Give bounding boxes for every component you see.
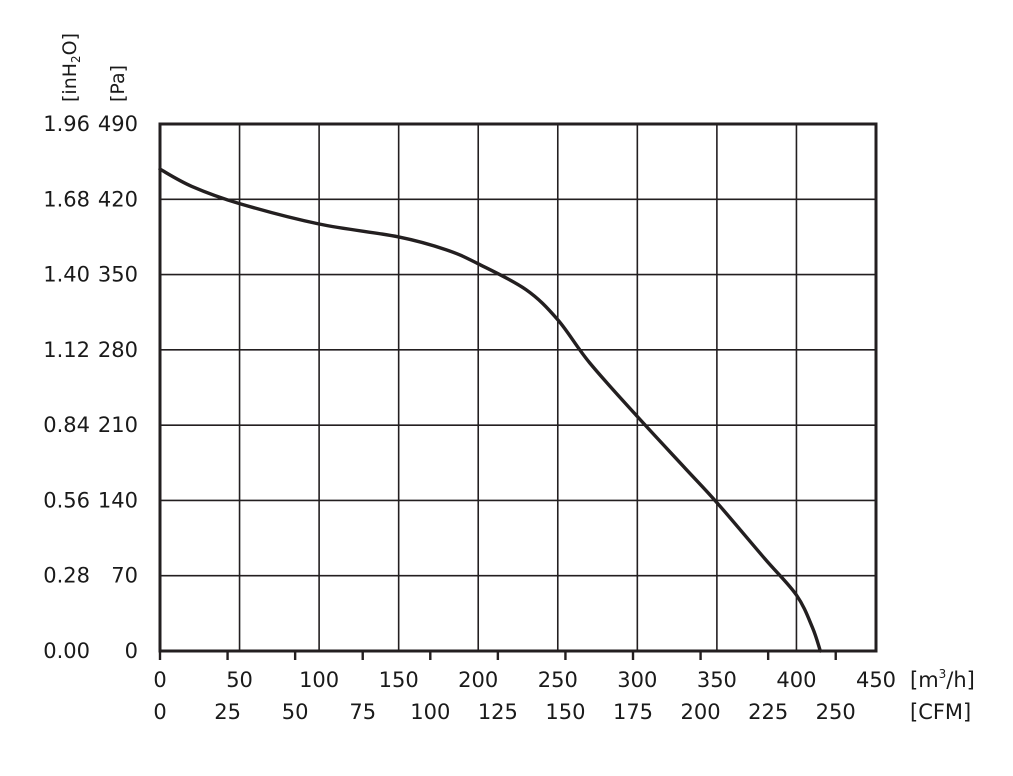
x-primary-tick-label: 200 <box>458 668 498 692</box>
x-primary-tick-label: 350 <box>697 668 737 692</box>
x-primary-tick-label: 450 <box>856 668 896 692</box>
y-secondary-tick-label: 1.40 <box>43 263 90 287</box>
y-primary-tick-label: 70 <box>111 564 138 588</box>
y-secondary-tick-label: 0.84 <box>43 413 90 437</box>
x-secondary-unit-label: [CFM] <box>910 700 971 724</box>
y-secondary-unit-label: [inH2O] <box>59 33 83 102</box>
y-primary-tick-label: 0 <box>125 639 138 663</box>
x-primary-tick-label: 300 <box>617 668 657 692</box>
y-secondary-tick-label: 0.56 <box>43 488 90 512</box>
x-primary-tick-label: 50 <box>226 668 253 692</box>
y-primary-tick-label: 280 <box>98 338 138 362</box>
y-primary-tick-label: 350 <box>98 263 138 287</box>
y-secondary-tick-label: 1.68 <box>43 187 90 211</box>
x-secondary-tick-label: 150 <box>545 700 585 724</box>
x-primary-unit-label: [m3/h] <box>910 667 975 692</box>
x-secondary-tick-label: 200 <box>681 700 721 724</box>
x-secondary-tick-label: 25 <box>214 700 241 724</box>
x-primary-tick-label: 0 <box>153 668 166 692</box>
x-secondary-tick-label: 225 <box>748 700 788 724</box>
y-secondary-tick-label: 1.12 <box>43 338 90 362</box>
y-primary-tick-label: 140 <box>98 488 138 512</box>
x-secondary-tick-label: 175 <box>613 700 653 724</box>
x-primary-tick-label: 150 <box>379 668 419 692</box>
y-secondary-tick-label: 1.96 <box>43 112 90 136</box>
y-primary-unit-label: [Pa] <box>107 65 129 102</box>
x-secondary-tick-label: 125 <box>478 700 518 724</box>
x-secondary-tick-label: 50 <box>282 700 309 724</box>
y-primary-tick-label: 210 <box>98 413 138 437</box>
y-primary-tick-label: 490 <box>98 112 138 136</box>
x-primary-tick-label: 400 <box>776 668 816 692</box>
ticks <box>158 651 837 660</box>
y-primary-tick-label: 420 <box>98 187 138 211</box>
y-secondary-tick-label: 0.28 <box>43 564 90 588</box>
x-secondary-tick-label: 0 <box>153 700 166 724</box>
x-secondary-tick-label: 100 <box>410 700 450 724</box>
x-secondary-tick-label: 75 <box>349 700 376 724</box>
plot-frame <box>158 122 878 653</box>
pressure-curve <box>158 167 823 653</box>
grid <box>160 124 876 651</box>
labels: 0 50 100 150 200 250 300 350 400 45000.00700.2814… <box>43 112 896 724</box>
y-secondary-tick-label: 0.00 <box>43 639 90 663</box>
x-primary-tick-label: 100 <box>299 668 339 692</box>
x-secondary-tick-label: 250 <box>816 700 856 724</box>
series-layer <box>158 167 823 653</box>
x-primary-tick-label: 250 <box>538 668 578 692</box>
